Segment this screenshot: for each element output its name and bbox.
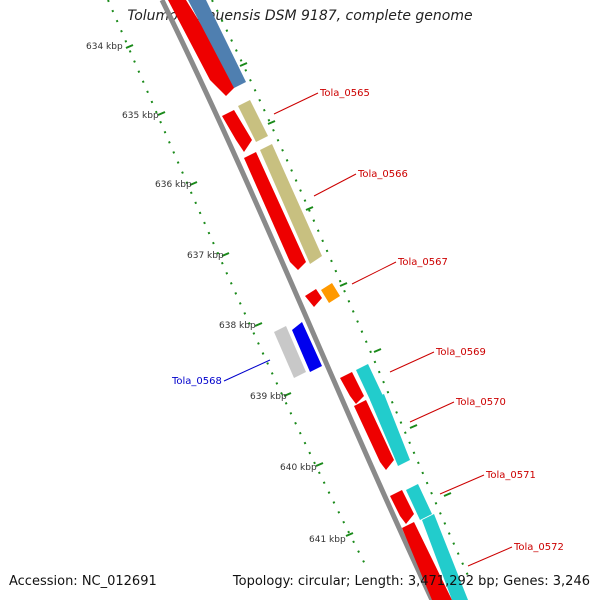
scale-tick (315, 462, 324, 467)
scale-label: 639 kbp (250, 392, 287, 402)
gene-label[interactable]: Tola_0566 (357, 169, 408, 180)
gene-cyan[interactable] (406, 484, 432, 520)
gene-grey[interactable] (274, 326, 306, 378)
gene-cds-red[interactable] (168, 0, 238, 96)
gene-tan[interactable] (260, 144, 322, 264)
gene-cds-red[interactable] (305, 289, 322, 307)
scale-label: 636 kbp (155, 180, 192, 190)
outer-tick (339, 282, 348, 287)
gene-label[interactable]: Tola_0567 (397, 257, 448, 268)
outer-tick (409, 424, 418, 429)
gene-labels: Tola_0565 Tola_0566 Tola_0567 Tola_0568 … (171, 88, 564, 553)
gene-cds-red[interactable] (390, 490, 414, 524)
scale-label: 640 kbp (280, 463, 317, 473)
gene-cds-red[interactable] (340, 372, 364, 404)
outer-tick (373, 348, 382, 353)
outer-tick (239, 62, 248, 67)
scale-label: 635 kbp (122, 111, 159, 121)
scale-tick (345, 532, 354, 537)
gene-cyan[interactable] (370, 394, 410, 466)
scale-tick (221, 252, 230, 257)
scale-label: 634 kbp (86, 42, 123, 52)
scale-label: 641 kbp (309, 535, 346, 545)
label-connectors (223, 92, 513, 567)
scale-tick (283, 392, 292, 397)
gene-cds-red[interactable] (354, 400, 394, 470)
gene-cds-red[interactable] (402, 522, 452, 600)
gene-label[interactable]: Tola_0570 (455, 397, 506, 408)
gene-tan[interactable] (238, 100, 268, 142)
scale-tick (125, 44, 134, 49)
outer-tick (267, 120, 276, 125)
scale-label: 638 kbp (219, 321, 256, 331)
gene-orange[interactable] (321, 283, 340, 303)
gene-features (168, 0, 468, 600)
outer-ring (211, 0, 471, 581)
scale-tick (157, 111, 166, 116)
gene-label[interactable]: Tola_0565 (319, 88, 370, 99)
scale-tick (254, 322, 263, 327)
gene-cds-red[interactable] (222, 110, 252, 152)
gene-label[interactable]: Tola_0569 (435, 347, 486, 358)
gene-label[interactable]: Tola_0568 (171, 376, 222, 387)
outer-tick (305, 206, 314, 211)
genome-summary: Topology: circular; Length: 3,471,292 bp… (232, 574, 590, 589)
accession-label: Accession: NC_012691 (9, 574, 157, 589)
scale-tick (189, 181, 198, 186)
gene-cds-red[interactable] (244, 152, 306, 270)
gene-label[interactable]: Tola_0571 (485, 470, 536, 481)
genome-backbone (159, 0, 435, 600)
gene-cyan[interactable] (356, 364, 384, 404)
scale-ticks (125, 44, 452, 537)
gene-blue-reverse[interactable] (292, 322, 322, 372)
gene-cyan[interactable] (422, 514, 468, 600)
gene-label[interactable]: Tola_0572 (513, 542, 564, 553)
outer-tick (443, 492, 452, 497)
scale-labels: 634 kbp 635 kbp 636 kbp 637 kbp 638 kbp … (86, 42, 346, 545)
gene-blue[interactable] (188, 0, 246, 88)
scale-label: 637 kbp (187, 251, 224, 261)
